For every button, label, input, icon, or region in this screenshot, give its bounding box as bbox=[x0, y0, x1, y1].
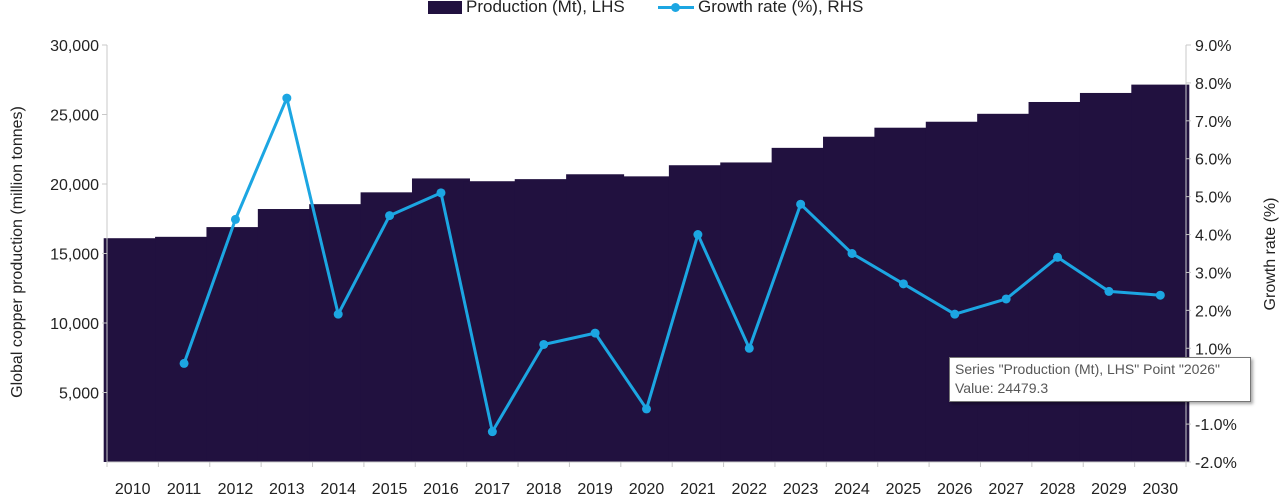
growth-point-2020[interactable] bbox=[642, 404, 651, 414]
right-tick-label: 8.0% bbox=[1195, 76, 1231, 93]
x-tick-label: 2026 bbox=[937, 481, 973, 498]
x-tick-label: 2012 bbox=[218, 481, 254, 498]
right-tick-label: 6.0% bbox=[1195, 152, 1231, 169]
left-tick-label: 20,000 bbox=[50, 177, 99, 194]
left-axis-ticks: 5,000 10,000 15,000 20,000 25,000 30,000 bbox=[50, 38, 107, 403]
bar-2017[interactable] bbox=[463, 181, 522, 462]
bar-2028[interactable] bbox=[1028, 101, 1087, 463]
right-tick-label: 9.0% bbox=[1195, 38, 1231, 55]
x-tick-label: 2027 bbox=[988, 481, 1024, 498]
x-tick-label: 2010 bbox=[115, 481, 151, 498]
growth-point-2029[interactable] bbox=[1104, 286, 1114, 296]
growth-point-2027[interactable] bbox=[1001, 294, 1011, 304]
right-tick-label: 1.0% bbox=[1195, 341, 1231, 358]
bar-2023[interactable] bbox=[771, 147, 830, 463]
x-tick-label: 2024 bbox=[834, 481, 870, 498]
bar-2019[interactable] bbox=[566, 174, 625, 462]
growth-point-2017[interactable] bbox=[487, 427, 497, 437]
x-tick-label: 2016 bbox=[423, 481, 459, 498]
legend-item-growth: Growth rate (%), RHS bbox=[658, 0, 863, 17]
x-tick-label: 2014 bbox=[320, 481, 356, 498]
bar-2022[interactable] bbox=[720, 162, 779, 462]
bar-2027[interactable] bbox=[977, 113, 1036, 463]
x-tick-label: 2029 bbox=[1091, 481, 1127, 498]
x-tick-label: 2025 bbox=[886, 481, 922, 498]
x-tick-label: 2020 bbox=[629, 481, 665, 498]
bar-2026[interactable] bbox=[925, 121, 984, 462]
growth-point-2015[interactable] bbox=[385, 211, 395, 221]
data-tooltip: Series "Production (Mt), LHS" Point "202… bbox=[949, 357, 1251, 402]
bar-2016[interactable] bbox=[411, 178, 470, 462]
bar-2018[interactable] bbox=[514, 179, 573, 462]
growth-point-2013[interactable] bbox=[282, 93, 292, 103]
left-tick-label: 15,000 bbox=[50, 247, 99, 264]
growth-point-2022[interactable] bbox=[744, 343, 754, 353]
growth-point-2021[interactable] bbox=[693, 230, 703, 240]
y2-axis-label: Growth rate (%) bbox=[1262, 198, 1279, 311]
growth-point-2014[interactable] bbox=[333, 309, 343, 319]
x-tick-label: 2011 bbox=[167, 481, 202, 498]
x-tick-label: 2019 bbox=[577, 481, 613, 498]
x-tick-label: 2030 bbox=[1143, 481, 1179, 498]
tooltip-series-point: Series "Production (Mt), LHS" Point "202… bbox=[955, 361, 1220, 377]
line-series bbox=[179, 93, 1165, 437]
bar-2030[interactable] bbox=[1131, 84, 1190, 463]
legend-item-production: Production (Mt), LHS bbox=[428, 0, 625, 17]
left-tick-label: 30,000 bbox=[50, 38, 99, 55]
legend: Production (Mt), LHS Growth rate (%), RH… bbox=[0, 0, 1280, 19]
right-tick-label: 7.0% bbox=[1195, 114, 1231, 131]
bar-2021[interactable] bbox=[668, 165, 727, 463]
bar-2013[interactable] bbox=[257, 209, 316, 462]
bar-series bbox=[103, 84, 1190, 463]
bar-2011[interactable] bbox=[155, 236, 214, 462]
legend-line-swatch bbox=[658, 0, 694, 14]
legend-label-growth: Growth rate (%), RHS bbox=[698, 0, 864, 16]
bar-2010[interactable] bbox=[103, 238, 162, 462]
growth-point-2024[interactable] bbox=[847, 249, 857, 258]
growth-point-2023[interactable] bbox=[796, 199, 806, 209]
growth-point-2016[interactable] bbox=[436, 188, 446, 198]
growth-rate-line bbox=[182, 96, 1161, 434]
y-axis-label: Global copper production (million tonnes… bbox=[9, 106, 26, 398]
x-tick-label: 2023 bbox=[783, 481, 819, 498]
x-tick-label: 2013 bbox=[269, 481, 305, 498]
right-axis-ticks: -2.0%-1.0%0.0%1.0%2.0%3.0%4.0%5.0%6.0%7.… bbox=[1186, 38, 1237, 472]
tooltip-value: Value: 24479.3 bbox=[955, 380, 1049, 396]
x-tick-label: 2015 bbox=[372, 481, 408, 498]
legend-bar-swatch bbox=[428, 0, 462, 14]
bar-2024[interactable] bbox=[823, 136, 882, 463]
bar-2014[interactable] bbox=[309, 204, 368, 462]
x-tick-label: 2028 bbox=[1040, 481, 1076, 498]
growth-point-2012[interactable] bbox=[230, 214, 240, 224]
right-tick-label: 4.0% bbox=[1195, 228, 1231, 245]
x-tick-label: 2018 bbox=[526, 481, 562, 498]
right-tick-label: 3.0% bbox=[1195, 265, 1231, 282]
right-tick-label: 2.0% bbox=[1195, 303, 1231, 320]
bar-2020[interactable] bbox=[617, 176, 676, 463]
x-tick-label: 2017 bbox=[475, 481, 511, 498]
growth-point-2018[interactable] bbox=[539, 339, 549, 349]
bar-2012[interactable] bbox=[206, 227, 265, 462]
growth-point-2011[interactable] bbox=[179, 358, 189, 368]
x-axis-ticks: 2010 2011 2012 2013 2014 2015 2016 2017 2018 2019… bbox=[106, 462, 1187, 498]
left-tick-label: 10,000 bbox=[50, 316, 99, 333]
x-tick-label: 2021 bbox=[680, 481, 716, 498]
growth-point-2028[interactable] bbox=[1053, 252, 1063, 262]
growth-point-2030[interactable] bbox=[1155, 290, 1165, 300]
x-tick-label: 2022 bbox=[731, 481, 767, 498]
right-tick-label: -2.0% bbox=[1195, 455, 1237, 472]
left-tick-label: 25,000 bbox=[50, 108, 99, 125]
right-tick-label: -1.0% bbox=[1195, 417, 1237, 434]
left-tick-label: 5,000 bbox=[59, 386, 99, 403]
bar-2015[interactable] bbox=[360, 192, 419, 462]
legend-label-production: Production (Mt), LHS bbox=[466, 0, 625, 16]
right-tick-label: 5.0% bbox=[1195, 190, 1231, 207]
growth-point-2019[interactable] bbox=[590, 328, 600, 338]
growth-point-2026[interactable] bbox=[950, 309, 960, 319]
growth-point-2025[interactable] bbox=[898, 279, 908, 289]
